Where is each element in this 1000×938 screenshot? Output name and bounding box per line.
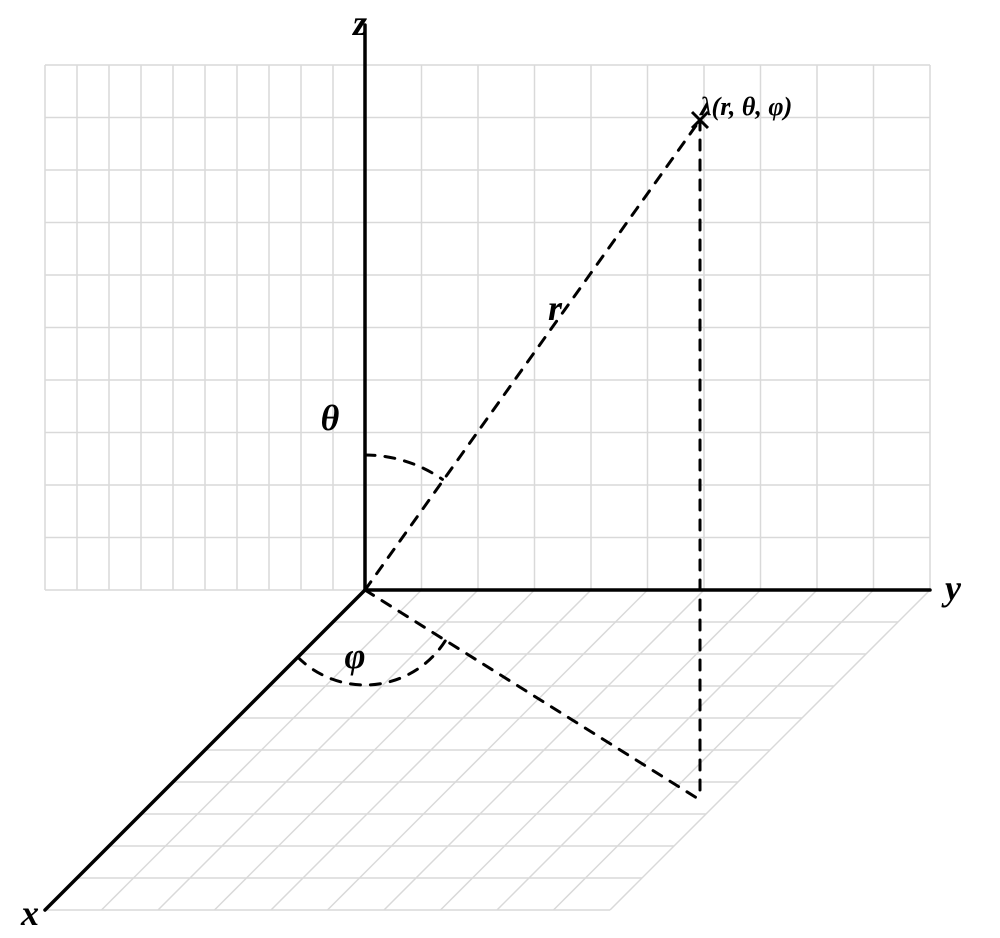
theta-label: θ bbox=[321, 398, 340, 438]
z-axis-label: z bbox=[351, 3, 367, 43]
y-axis-label: y bbox=[941, 568, 962, 608]
r-label: r bbox=[548, 288, 563, 328]
phi-label: φ bbox=[344, 636, 365, 676]
point-label: λ(r, θ, φ) bbox=[699, 92, 792, 121]
x-axis-label: x bbox=[20, 893, 39, 933]
